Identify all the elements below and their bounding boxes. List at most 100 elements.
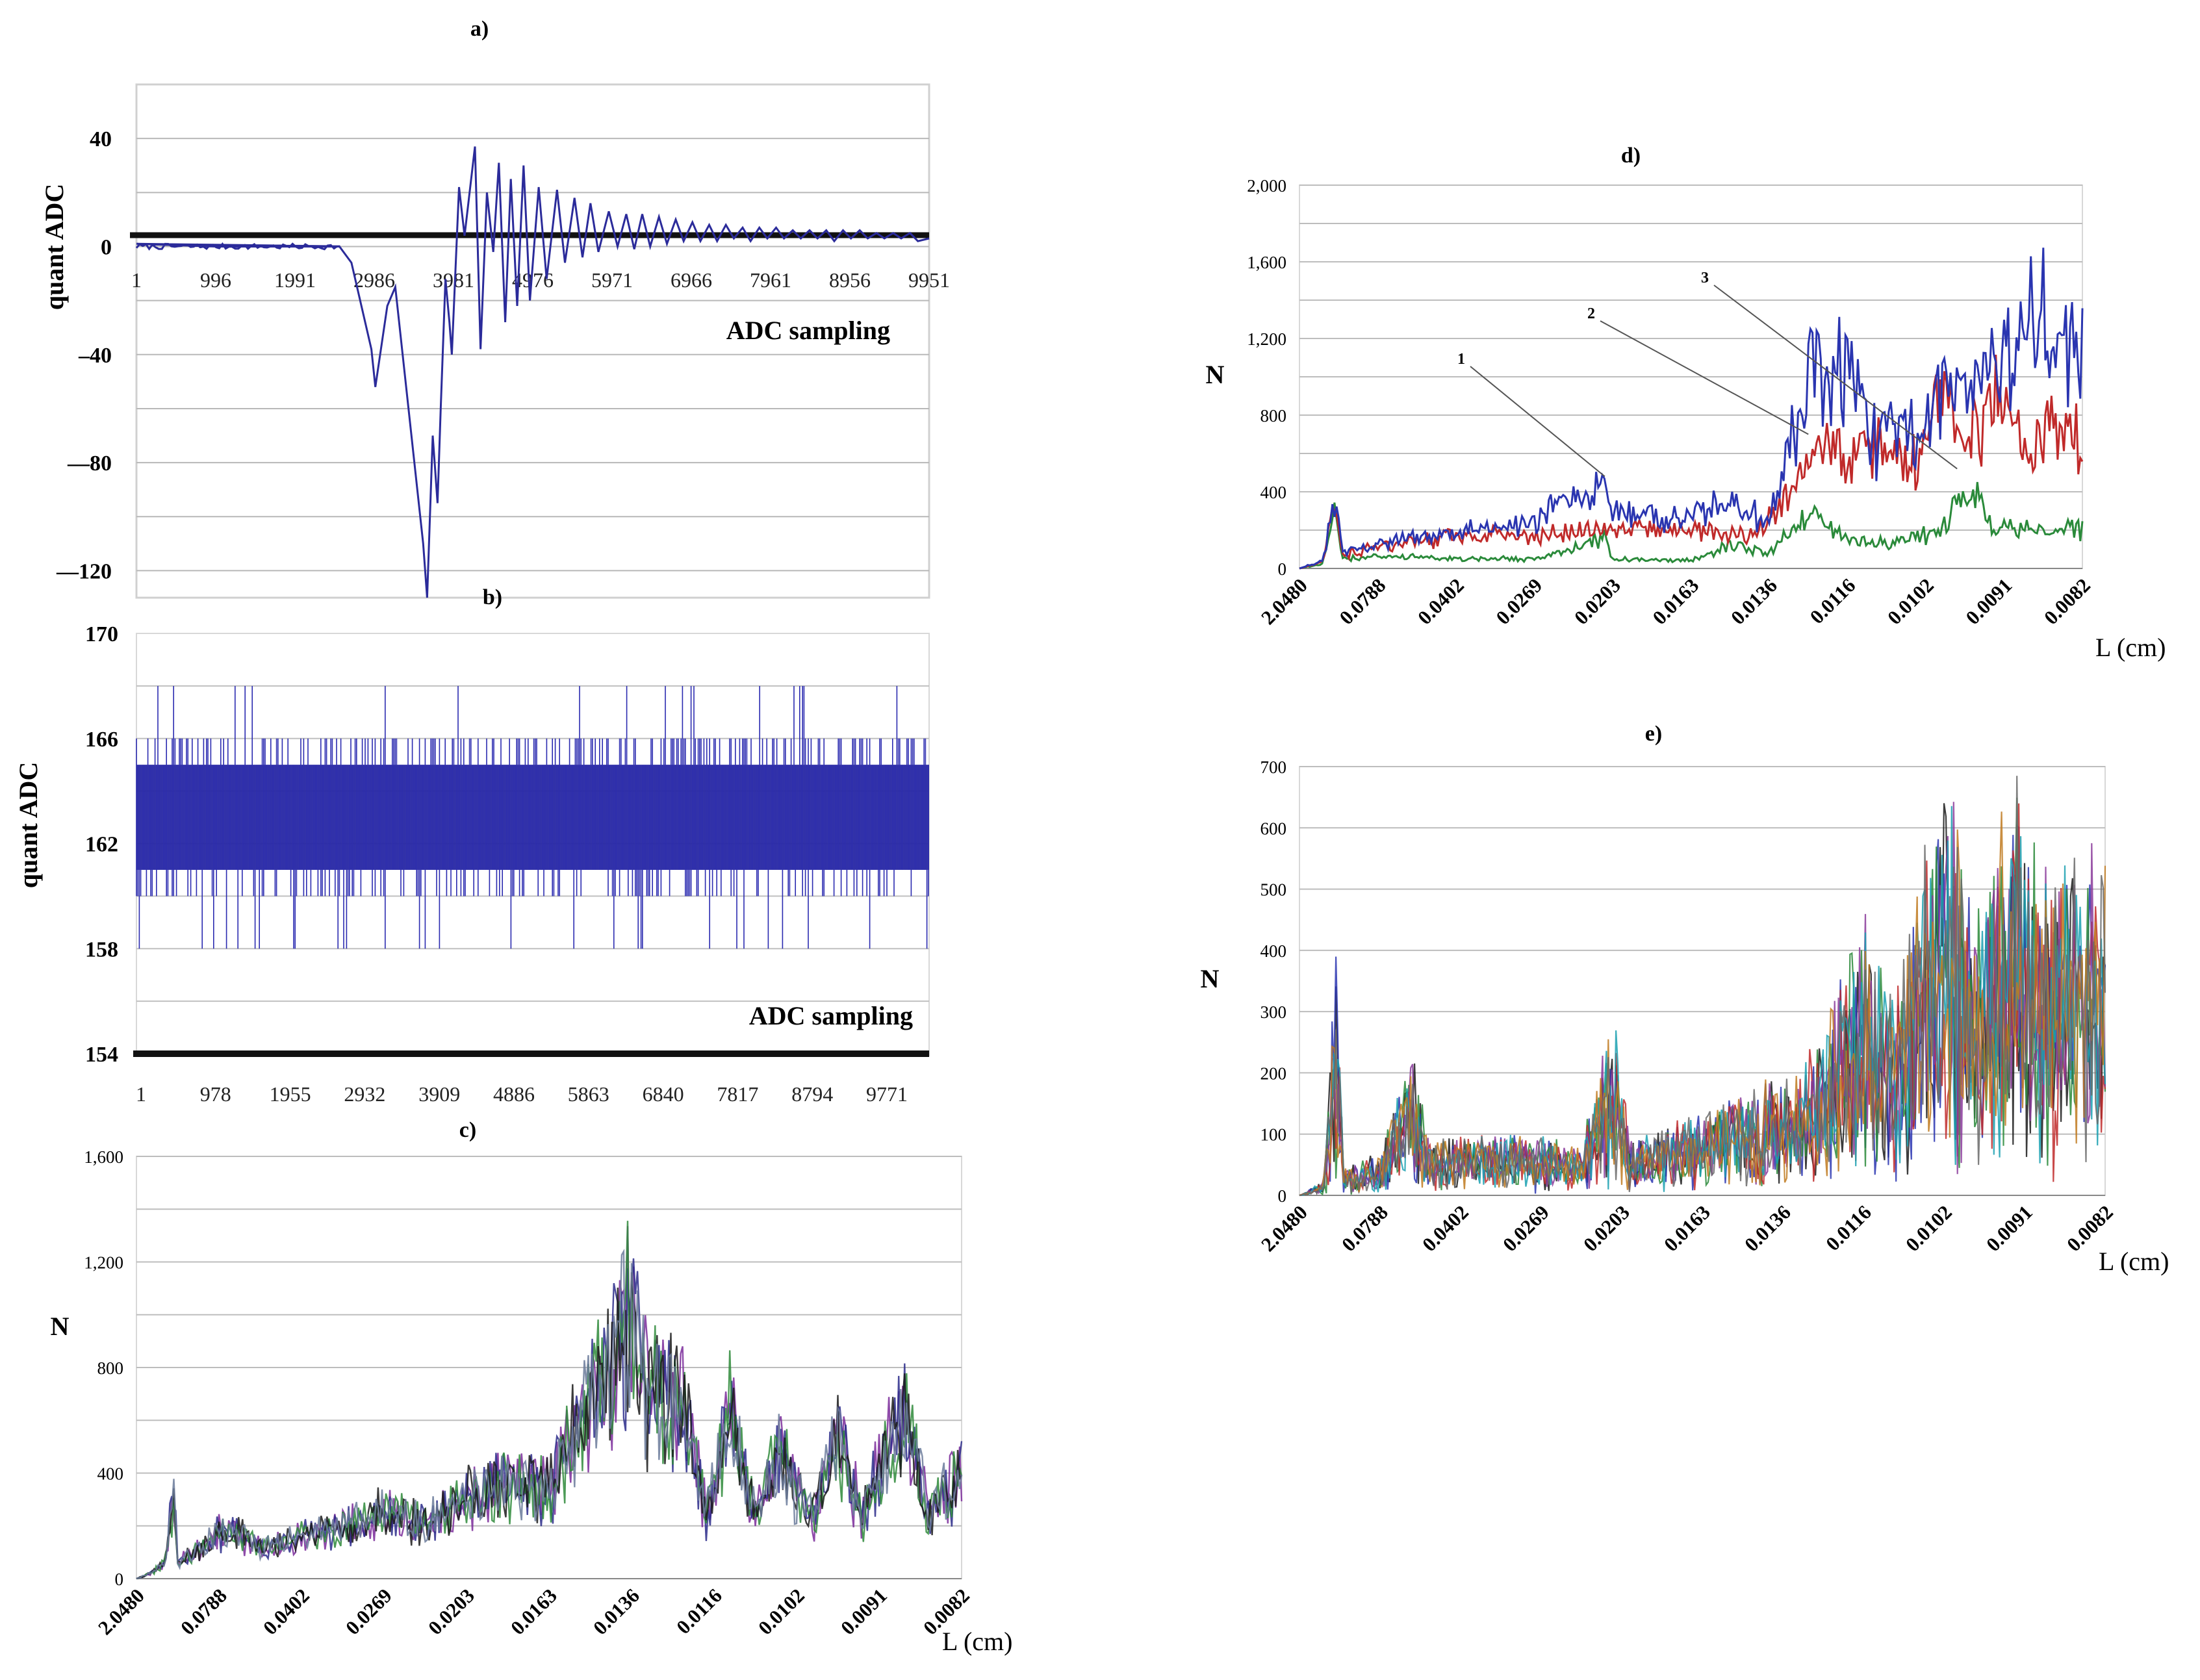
panel-a-plot-frame [135,83,930,599]
panel-d-series-line-3 [1299,481,2084,570]
panel-b-y-tick-label: 158 [85,937,118,961]
panel-b-y-tick-label: 166 [85,728,118,752]
panel-e-y-tick-label: 0 [1278,1186,1287,1206]
panel-e-y-ticks: 700 600 500 400 300 200 100 0 [1260,757,1287,1206]
panel-a-x-tick-label: 6966 [671,268,712,292]
panel-a-x-tick-label: 3981 [433,268,474,292]
panel-d-series-line-1 [1299,248,2084,570]
panel-d-y-tick-label: 400 [1260,483,1287,502]
panel-d-x-tick-label: 0.0116 [1806,574,1860,628]
panel-e: e) 700 600 500 400 300 200 100 0 2.0480 0.0788 0.… [1201,722,2169,1276]
panel-c-x-ticks: 2.0480 0.0788 0.0402 0.0269 0.0203 0.0163 0.01… [94,1584,974,1639]
panel-d-x-tick-label: 0.0136 [1726,574,1782,629]
panel-c-grid [136,1156,962,1579]
panel-a-series-line [135,146,930,598]
panel-e-x-tick-label: 0.0788 [1337,1201,1392,1256]
panel-b: b) 170 166 162 158 154 1 978 1955 2932 3909 4886 5… [14,585,930,1106]
panel-c-x-tick-label: 0.0788 [176,1584,231,1639]
panel-e-y-tick-label: 500 [1260,880,1287,900]
panel-d-y-tick-label: 0 [1278,559,1287,579]
panel-b-title: b) [483,585,502,609]
panel-c: c) 1,600 1,200 800 400 0 2.0480 0.0788 0.0402 0… [51,1118,1013,1656]
panel-d-x-tick-label: 0.0269 [1491,574,1546,629]
panel-c-y-ticks: 1,600 1,200 800 400 0 [84,1147,123,1589]
panel-c-y-axis-label: N [51,1312,70,1341]
panel-a-x-ticks: 1 996 1991 2986 3981 4976 5971 6966 7961 8956 9951 [131,268,950,292]
panel-a-grid [136,138,929,572]
panel-e-x-ticks: 2.0480 0.0788 0.0402 0.0269 0.0203 0.0163 0.01… [1257,1201,2117,1256]
panel-c-x-tick-label: 0.0269 [341,1584,396,1639]
panel-d-y-tick-label: 800 [1260,406,1287,426]
panel-d-callout-line [1470,366,1605,477]
panel-b-series [136,685,929,949]
panel-b-y-axis-label: quant ADC [14,762,43,889]
panel-c-x-tick-label: 0.0091 [836,1584,891,1639]
panel-c-series [136,1221,963,1580]
panel-a-y-tick-label: 40 [90,127,112,151]
panel-e-series [1299,776,2106,1197]
panel-a-y-tick-label: —80 [67,452,112,476]
panel-a-x-tick-label: 996 [200,268,231,292]
panel-c-x-axis-label: L (cm) [942,1627,1012,1656]
panel-c-x-tick-label: 2.0480 [94,1584,149,1639]
panel-d-callout-label: 1 [1457,351,1465,368]
panel-d-x-tick-label: 0.0082 [2040,574,2095,629]
panel-a-x-tick-label: 5971 [591,268,633,292]
panel-a-series [135,146,930,598]
panel-d-annotations: 1 2 3 [1457,270,1958,477]
panel-d-y-ticks: 2,000 1,600 1,200 800 400 0 [1247,176,1286,579]
panel-e-x-tick-label: 2.0480 [1257,1201,1312,1256]
panel-d: d) 1 2 3 2,000 1,600 1,200 800 400 0 2.0480 0.07… [1206,144,2166,662]
panel-a-y-tick-label: —120 [56,559,112,583]
panel-e-y-axis-label: N [1201,964,1220,993]
panel-b-x-tick-label: 4886 [493,1082,535,1106]
panel-d-x-tick-label: 2.0480 [1257,574,1312,629]
panel-c-x-tick-label: 0.0102 [754,1584,809,1639]
panel-c-x-tick-label: 0.0116 [672,1584,726,1638]
panel-b-x-tick-label: 1955 [270,1082,311,1106]
panel-d-callout-label: 3 [1701,270,1709,286]
panel-e-x-tick-label: 0.0102 [1901,1201,1956,1256]
panel-b-x-axis-label: ADC sampling [749,1001,913,1030]
panel-d-x-tick-label: 0.0203 [1570,574,1625,629]
panel-a-y-ticks: 40 0 –40 —80 —120 [56,127,112,583]
panel-c-x-tick-label: 0.0136 [589,1584,644,1639]
panel-c-y-tick-label: 0 [115,1570,124,1589]
panel-d-callout-label: 2 [1587,305,1595,322]
panel-e-x-tick-label: 0.0116 [1821,1201,1876,1255]
panel-b-x-tick-label: 7817 [717,1082,758,1106]
panel-a-x-tick-label: 2986 [353,268,395,292]
panel-e-y-tick-label: 100 [1260,1125,1287,1145]
panel-e-y-tick-label: 600 [1260,819,1287,838]
panel-a: a) 400–40—80—120 1 996 1991 2986 3981 4976 597… [40,17,950,599]
panel-d-y-axis-label: N [1206,360,1225,389]
panel-c-x-tick-label: 0.0163 [506,1584,561,1639]
panel-d-x-ticks: 2.0480 0.0788 0.0402 0.0269 0.0203 0.0163 0.01… [1257,574,2095,629]
panel-e-y-tick-label: 700 [1260,757,1287,777]
panel-e-y-tick-label: 200 [1260,1063,1287,1083]
panel-c-x-tick-label: 0.0402 [259,1584,314,1639]
panel-b-x-tick-label: 1 [136,1082,146,1106]
panel-b-y-tick-label: 162 [85,833,118,857]
panel-d-y-tick-label: 1,600 [1247,253,1286,272]
panel-d-x-axis-label: L (cm) [2095,633,2166,662]
panel-e-title: e) [1645,722,1662,746]
panel-b-x-tick-label: 5863 [568,1082,609,1106]
panel-a-y-tick-label: –40 [78,344,112,368]
panel-d-series [1299,248,2084,570]
panel-e-y-tick-label: 400 [1260,941,1287,961]
panel-e-x-tick-label: 0.0136 [1740,1201,1795,1256]
panel-e-y-tick-label: 300 [1260,1002,1287,1022]
panel-a-x-tick-label: 9951 [908,268,950,292]
panel-d-callout-line [1600,320,1809,435]
panel-b-y-tick-label: 154 [85,1043,118,1067]
panel-e-series-line [1299,806,2106,1197]
panel-a-y-tick-label: 0 [101,235,112,259]
panel-c-y-tick-label: 1,200 [84,1253,123,1273]
panel-d-x-tick-label: 0.0102 [1883,574,1938,629]
panel-c-series-line [136,1249,963,1580]
panel-b-series-line [136,685,929,949]
panel-a-x-tick-label: 8956 [829,268,871,292]
panel-e-x-axis-label: L (cm) [2099,1247,2169,1276]
panel-d-callout-line [1713,285,1958,470]
